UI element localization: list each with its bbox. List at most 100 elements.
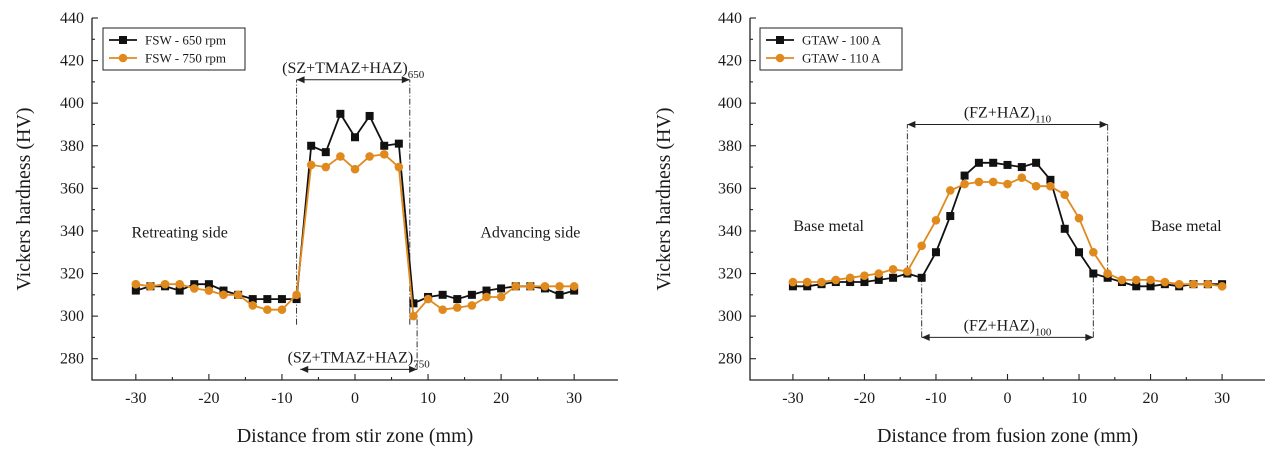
data-point (1146, 275, 1155, 285)
data-point (204, 280, 213, 289)
data-point (175, 279, 184, 289)
data-point (888, 264, 898, 274)
data-point (569, 282, 579, 291)
data-point (960, 179, 969, 189)
legend-label: GTAW - 100 A (802, 33, 882, 48)
data-point (1189, 279, 1198, 289)
data-point (946, 212, 955, 221)
data-point (219, 290, 228, 300)
data-point (336, 109, 345, 118)
y-tick-label: 340 (718, 223, 742, 240)
data-point (467, 290, 476, 299)
y-tick-label: 440 (718, 10, 742, 27)
data-point (1075, 248, 1084, 257)
data-point (365, 111, 374, 120)
data-point (321, 148, 330, 157)
zone-arrow-head (401, 76, 410, 84)
data-point (1217, 282, 1227, 291)
y-axis-title: Vickers hardness (HV) (13, 107, 35, 290)
data-point (1046, 175, 1055, 184)
data-point (931, 248, 940, 257)
data-point (482, 292, 491, 302)
data-point (496, 292, 506, 302)
data-point (204, 286, 214, 295)
data-point (453, 295, 462, 304)
data-point (1060, 224, 1069, 233)
data-point (1060, 190, 1070, 200)
zone-label: (SZ+TMAZ+HAZ)750 (288, 349, 431, 370)
x-axis-title: Distance from fusion zone (mm) (877, 425, 1138, 447)
y-axis-title: Vickers hardness (HV) (653, 107, 675, 290)
data-point (831, 275, 841, 285)
x-tick-label: 20 (493, 390, 509, 407)
data-point (365, 152, 374, 161)
data-point (860, 271, 869, 280)
y-tick-label: 300 (718, 308, 742, 325)
zone-label: (FZ+HAZ)100 (964, 317, 1052, 338)
y-tick-label: 340 (60, 223, 84, 240)
data-point (874, 275, 883, 284)
zone-arrow-head (296, 76, 305, 84)
data-point (1117, 275, 1127, 285)
data-point (379, 149, 389, 159)
zone-label-sub: 750 (413, 358, 430, 370)
y-tick-label: 360 (718, 180, 742, 197)
zone-label-sub: 650 (408, 69, 425, 81)
data-point (1017, 173, 1027, 183)
data-point (989, 158, 998, 167)
legend-label: FSW - 750 rpm (145, 51, 226, 66)
zone-label: (SZ+TMAZ+HAZ)650 (282, 60, 425, 81)
zone-arrow-head (300, 365, 309, 373)
chart-stir-zone: 280 300 320 340 360 380 400 420 440 -30 -20 -10 0 10 2… (13, 10, 618, 447)
legend-label: FSW - 650 rpm (145, 33, 226, 48)
x-tick-label: 0 (1004, 390, 1012, 407)
zone-label-main: (SZ+TMAZ+HAZ) (288, 349, 414, 366)
data-point (351, 133, 359, 142)
data-point (175, 286, 184, 295)
data-point (817, 277, 826, 287)
data-point (497, 284, 506, 293)
zone-label: (FZ+HAZ)110 (964, 104, 1052, 125)
data-point (380, 141, 389, 150)
zone-label-main: (FZ+HAZ) (964, 317, 1035, 334)
legend-box (759, 27, 903, 71)
data-point (1160, 277, 1170, 287)
data-point (1131, 275, 1141, 285)
x-tick-label: 20 (1143, 390, 1159, 407)
axis-frame (91, 18, 618, 381)
data-point (1031, 181, 1041, 191)
x-tick-label: -30 (782, 390, 803, 407)
y-tick-label: 320 (60, 266, 84, 283)
side-label-right: Base metal (1151, 218, 1222, 235)
zone-arrow-head (1099, 120, 1108, 128)
zone-label-sub: 110 (1035, 113, 1052, 125)
data-point (555, 290, 564, 299)
data-point (1146, 282, 1155, 291)
data-point (146, 282, 155, 291)
legend-label: GTAW - 110 A (802, 51, 881, 66)
data-point (1132, 282, 1141, 291)
data-point (131, 286, 140, 295)
y-tick-label: 380 (60, 138, 84, 155)
data-point (1174, 279, 1184, 289)
data-point (438, 290, 447, 299)
legend-marker (118, 53, 128, 63)
zone-label-main: (FZ+HAZ) (964, 104, 1035, 121)
axis-frame (749, 18, 1265, 381)
data-point (526, 282, 535, 291)
y-tick-label: 280 (60, 351, 84, 368)
zone-label-sub: 100 (1035, 326, 1052, 338)
data-point (438, 305, 447, 315)
data-point (189, 284, 199, 293)
legend-marker (776, 36, 784, 44)
data-point (917, 273, 926, 282)
data-point (540, 282, 550, 291)
data-point (263, 305, 272, 315)
data-point (889, 273, 898, 282)
y-tick-label: 300 (60, 308, 84, 325)
data-point (248, 301, 258, 310)
side-label-left: Base metal (793, 218, 864, 235)
legend-marker (775, 53, 785, 63)
data-point (974, 177, 984, 187)
data-point (988, 177, 998, 187)
